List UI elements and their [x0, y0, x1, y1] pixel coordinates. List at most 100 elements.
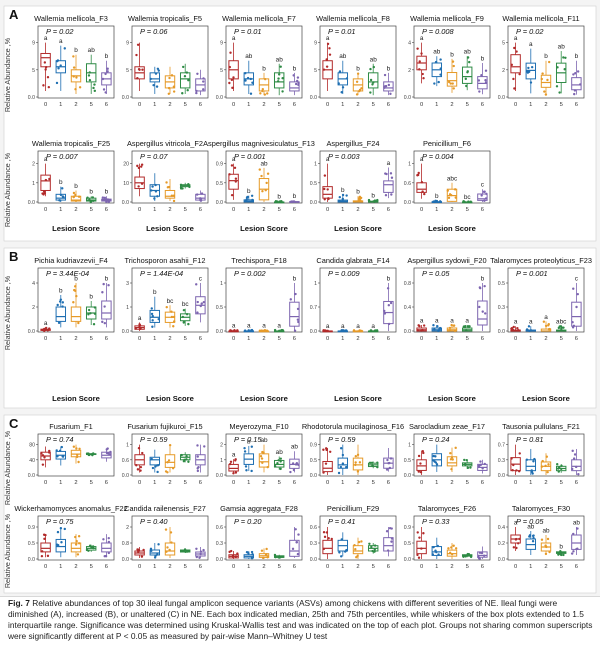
- subplot: Talaromyces proteolyticus_F23 0.0 0.3 0.5 P …: [490, 256, 592, 403]
- data-point: [529, 329, 533, 332]
- y-axis-label: Relative Abundance ,%: [3, 37, 12, 112]
- data-point: [245, 198, 248, 201]
- data-point: [464, 325, 467, 328]
- data-point: [60, 541, 63, 544]
- data-point: [277, 459, 280, 462]
- data-point: [72, 445, 76, 448]
- figure-area: A B C Relative Abundance ,% Wallemia mellico…: [0, 0, 600, 597]
- data-point: [167, 185, 171, 189]
- data-point: [530, 469, 533, 472]
- data-point: [556, 66, 559, 69]
- data-point: [383, 312, 387, 315]
- x-tick-label: 2: [74, 336, 77, 342]
- x-tick-label: 0: [514, 336, 517, 342]
- data-point: [150, 307, 153, 310]
- x-tick-label: 2: [262, 102, 265, 108]
- data-point: [230, 78, 234, 82]
- data-point: [263, 93, 267, 96]
- subplot: Aspergillus vitricola_F2 0.0 10 20 P = 0.07 0…: [122, 139, 209, 233]
- data-point: [247, 329, 250, 332]
- data-point: [436, 324, 439, 328]
- x-tick-label: 6: [199, 564, 202, 570]
- x-tick-label: 0: [44, 207, 47, 213]
- data-point: [260, 174, 263, 178]
- data-point: [358, 88, 362, 92]
- data-point: [229, 462, 232, 466]
- significance-letter: a: [356, 323, 360, 330]
- data-point: [357, 540, 361, 544]
- x-tick-label: 1: [341, 336, 344, 342]
- y-tick-label: 1: [314, 162, 317, 168]
- data-point: [484, 312, 487, 315]
- data-point: [469, 555, 473, 559]
- y-tick-label: 40: [29, 458, 35, 464]
- data-point: [246, 76, 250, 80]
- data-point: [545, 455, 549, 458]
- p-value: P = 0.41: [328, 517, 355, 526]
- y-tick-label: 0.0: [404, 200, 411, 206]
- y-tick-label: 0.0: [404, 95, 411, 101]
- data-point: [560, 464, 563, 467]
- figure-caption: Fig. 7 Relative abundances of top 30 ile…: [8, 598, 594, 642]
- box: [289, 539, 300, 557]
- data-point: [579, 83, 582, 86]
- x-tick-label: 0: [232, 336, 235, 342]
- x-tick-label: 2: [262, 207, 265, 213]
- data-point: [325, 65, 329, 68]
- subplot-title: Wallemia mellicola_F3: [34, 14, 108, 23]
- data-point: [527, 66, 530, 70]
- data-point: [152, 83, 155, 87]
- data-point: [61, 455, 64, 458]
- significance-letter: b: [105, 189, 109, 196]
- data-point: [258, 329, 262, 332]
- data-point: [389, 92, 392, 96]
- data-point: [153, 197, 156, 200]
- data-point: [533, 457, 536, 461]
- data-point: [106, 67, 109, 70]
- data-point: [102, 88, 106, 91]
- box: [477, 193, 488, 201]
- data-point: [416, 174, 419, 177]
- box: [289, 458, 300, 469]
- data-point: [155, 85, 159, 88]
- subplot: Wickerhamomyces anomalus_F22 0.0 0.5 0.9 P =…: [14, 504, 127, 570]
- data-point: [541, 72, 544, 75]
- box: [383, 537, 394, 552]
- data-point: [185, 458, 188, 461]
- x-tick-label: 1: [153, 336, 156, 342]
- data-point: [325, 531, 329, 534]
- data-point: [72, 75, 75, 78]
- y-tick-label: 4: [408, 41, 411, 47]
- data-point: [231, 86, 234, 90]
- subplot: Meyerozyma_F10 0.0 1 2 P = 0.15 a 0 b 1 ab 2 ab 5 ab 6: [216, 422, 303, 486]
- data-point: [136, 164, 139, 168]
- data-point: [167, 459, 171, 462]
- y-tick-label: 2: [502, 68, 505, 74]
- subplot-title: Tausonia pullulans_F21: [502, 422, 580, 431]
- data-point: [61, 301, 65, 304]
- data-point: [42, 84, 45, 87]
- data-point: [386, 287, 390, 290]
- y-tick-label: 1: [126, 305, 129, 311]
- subplot-title: Trichosporon asahii_F12: [124, 256, 205, 265]
- data-point: [437, 80, 440, 84]
- data-point: [280, 200, 283, 204]
- data-point: [447, 80, 451, 84]
- data-point: [228, 550, 231, 554]
- data-point: [183, 548, 187, 551]
- x-tick-label: 1: [59, 564, 62, 570]
- subplot-title: Aspergillus sydowii_F20: [407, 256, 486, 265]
- data-point: [93, 89, 97, 93]
- data-point: [373, 544, 377, 547]
- subplot-title: Wallemia tropicalis_F5: [128, 14, 202, 23]
- data-point: [563, 68, 566, 71]
- data-point: [448, 326, 452, 330]
- data-point: [468, 325, 471, 328]
- data-point: [358, 195, 362, 198]
- y-axis-label: Relative Abundance ,%: [3, 430, 12, 505]
- y-tick-label: 0.0: [28, 95, 35, 101]
- data-point: [165, 550, 168, 553]
- data-point: [512, 325, 515, 329]
- data-point: [368, 461, 372, 465]
- data-point: [513, 46, 516, 50]
